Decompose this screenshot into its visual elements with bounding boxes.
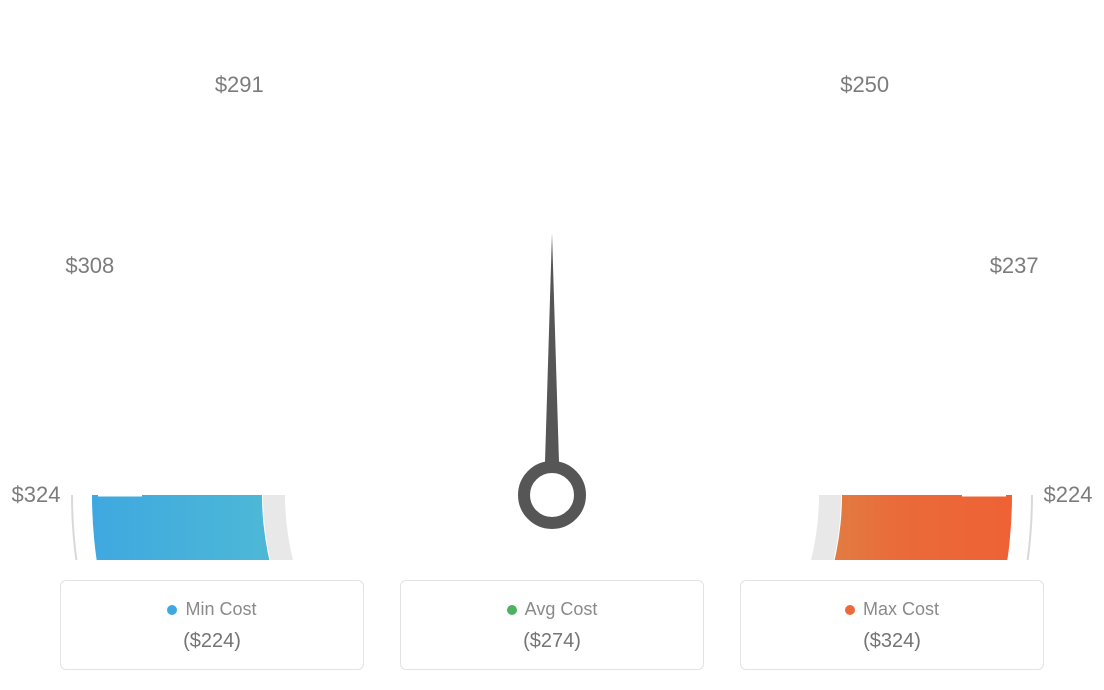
legend-dot-icon (167, 605, 177, 615)
legend-dot-icon (507, 605, 517, 615)
legend-header: Min Cost (167, 599, 256, 620)
legend-label: Min Cost (185, 599, 256, 620)
legend-label: Max Cost (863, 599, 939, 620)
legend-card-max: Max Cost ($324) (740, 580, 1044, 670)
gauge-tick-label: $324 (12, 482, 61, 508)
legend-card-avg: Avg Cost ($274) (400, 580, 704, 670)
legend-value: ($224) (71, 630, 353, 653)
gauge-tick-label: $291 (215, 72, 264, 98)
legend-card-min: Min Cost ($224) (60, 580, 364, 670)
legend-value: ($274) (411, 630, 693, 653)
gauge-tick-label: $308 (65, 253, 114, 279)
legend-dot-icon (845, 605, 855, 615)
legend-header: Max Cost (845, 599, 939, 620)
legend-value: ($324) (751, 630, 1033, 653)
legend-label: Avg Cost (525, 599, 598, 620)
gauge-svg (0, 0, 1104, 560)
gauge-tick-label: $237 (990, 253, 1039, 279)
gauge-tick-label: $250 (840, 72, 889, 98)
gauge-tick-label: $224 (1044, 482, 1093, 508)
gauge-chart: $224$237$250$274$291$308$324 (0, 0, 1104, 560)
legend-row: Min Cost ($224) Avg Cost ($274) Max Cost… (0, 580, 1104, 670)
legend-header: Avg Cost (507, 599, 598, 620)
